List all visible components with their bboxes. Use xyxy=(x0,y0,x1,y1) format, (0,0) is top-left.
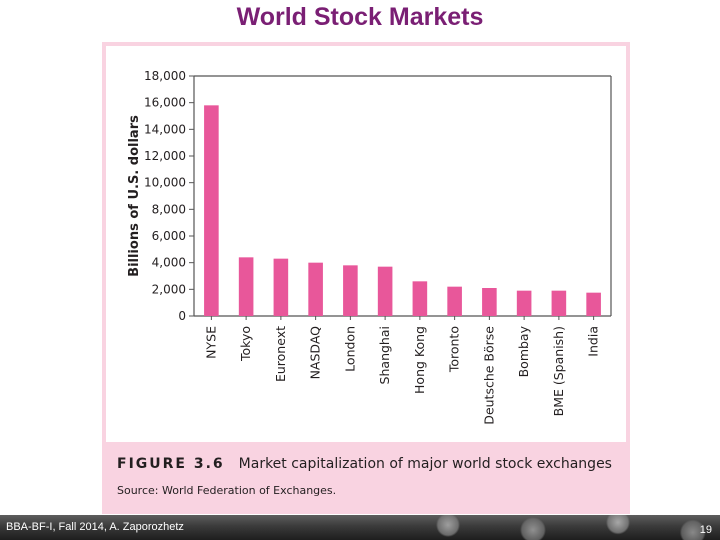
y-tick-label: 0 xyxy=(178,309,186,323)
y-tick-label: 14,000 xyxy=(144,122,186,136)
footer-course-label: BBA-BF-I, Fall 2014, A. Zaporozhetz xyxy=(6,521,184,533)
chart-axes xyxy=(193,75,612,317)
bar-india xyxy=(586,292,601,316)
bar-bombay xyxy=(516,290,532,316)
y-tick-label: 12,000 xyxy=(144,149,186,163)
bars xyxy=(204,105,601,316)
figure-caption-text: Market capitalization of major world sto… xyxy=(238,456,612,472)
bar-nyse xyxy=(204,105,219,316)
figure-caption: FIGURE 3.6 Market capitalization of major… xyxy=(117,456,612,497)
y-tick-label: 10,000 xyxy=(144,176,186,190)
x-tick-label: Shanghai xyxy=(377,326,392,384)
bar-euronext xyxy=(273,258,289,316)
y-tick-label: 16,000 xyxy=(144,96,186,110)
bar-tokyo xyxy=(238,257,254,316)
bar-deutsche-b-rse xyxy=(482,288,497,316)
slide-title: World Stock Markets xyxy=(236,3,484,31)
x-tick-label: Deutsche Börse xyxy=(481,326,496,425)
y-tick-label: 18,000 xyxy=(144,69,186,83)
bar-hong-kong xyxy=(412,281,428,316)
chart-area: 0 2,000 4,000 6,000 8,000 10,000 12,000 14,000 1… xyxy=(106,46,626,442)
x-tick-label: Euronext xyxy=(273,326,288,382)
bar-bme-spanish- xyxy=(551,290,567,316)
x-tick-label: London xyxy=(342,326,357,372)
figure-number: FIGURE 3.6 xyxy=(117,456,225,472)
bar-toronto xyxy=(447,286,462,316)
y-tick-label: 2,000 xyxy=(152,282,186,296)
x-tick-labels: NYSE Tokyo Euronext NASDAQ London Shanghai Hon… xyxy=(203,316,601,425)
y-ticks: 0 2,000 4,000 6,000 8,000 10,000 12,000 14,000 1… xyxy=(144,69,194,323)
x-tick-label: Hong Kong xyxy=(412,326,427,394)
y-tick-label: 8,000 xyxy=(152,202,186,216)
x-tick-label: NYSE xyxy=(203,326,218,359)
y-axis-label: Billions of U.S. dollars xyxy=(127,115,142,277)
x-tick-label: Tokyo xyxy=(238,326,253,362)
figure-source: Source: World Federation of Exchanges. xyxy=(117,484,337,497)
x-tick-label: BME (Spanish) xyxy=(551,326,566,416)
y-tick-label: 6,000 xyxy=(152,229,186,243)
page-number: 19 xyxy=(699,524,712,536)
x-tick-label: NASDAQ xyxy=(308,326,323,380)
figure-panel: 0 2,000 4,000 6,000 8,000 10,000 12,000 14,000 1… xyxy=(102,42,630,514)
y-tick-label: 4,000 xyxy=(152,256,186,270)
bar-shanghai xyxy=(377,266,393,316)
bar-nasdaq xyxy=(308,262,323,316)
footer-bar: BBA-BF-I, Fall 2014, A. Zaporozhetz 19 xyxy=(0,515,720,540)
x-tick-label: India xyxy=(586,326,601,357)
bar-chart: 0 2,000 4,000 6,000 8,000 10,000 12,000 14,000 1… xyxy=(127,69,612,425)
bar-london xyxy=(343,265,358,316)
coins-decoration xyxy=(380,515,720,540)
x-tick-label: Toronto xyxy=(447,326,462,373)
x-tick-label: Bombay xyxy=(516,325,531,377)
